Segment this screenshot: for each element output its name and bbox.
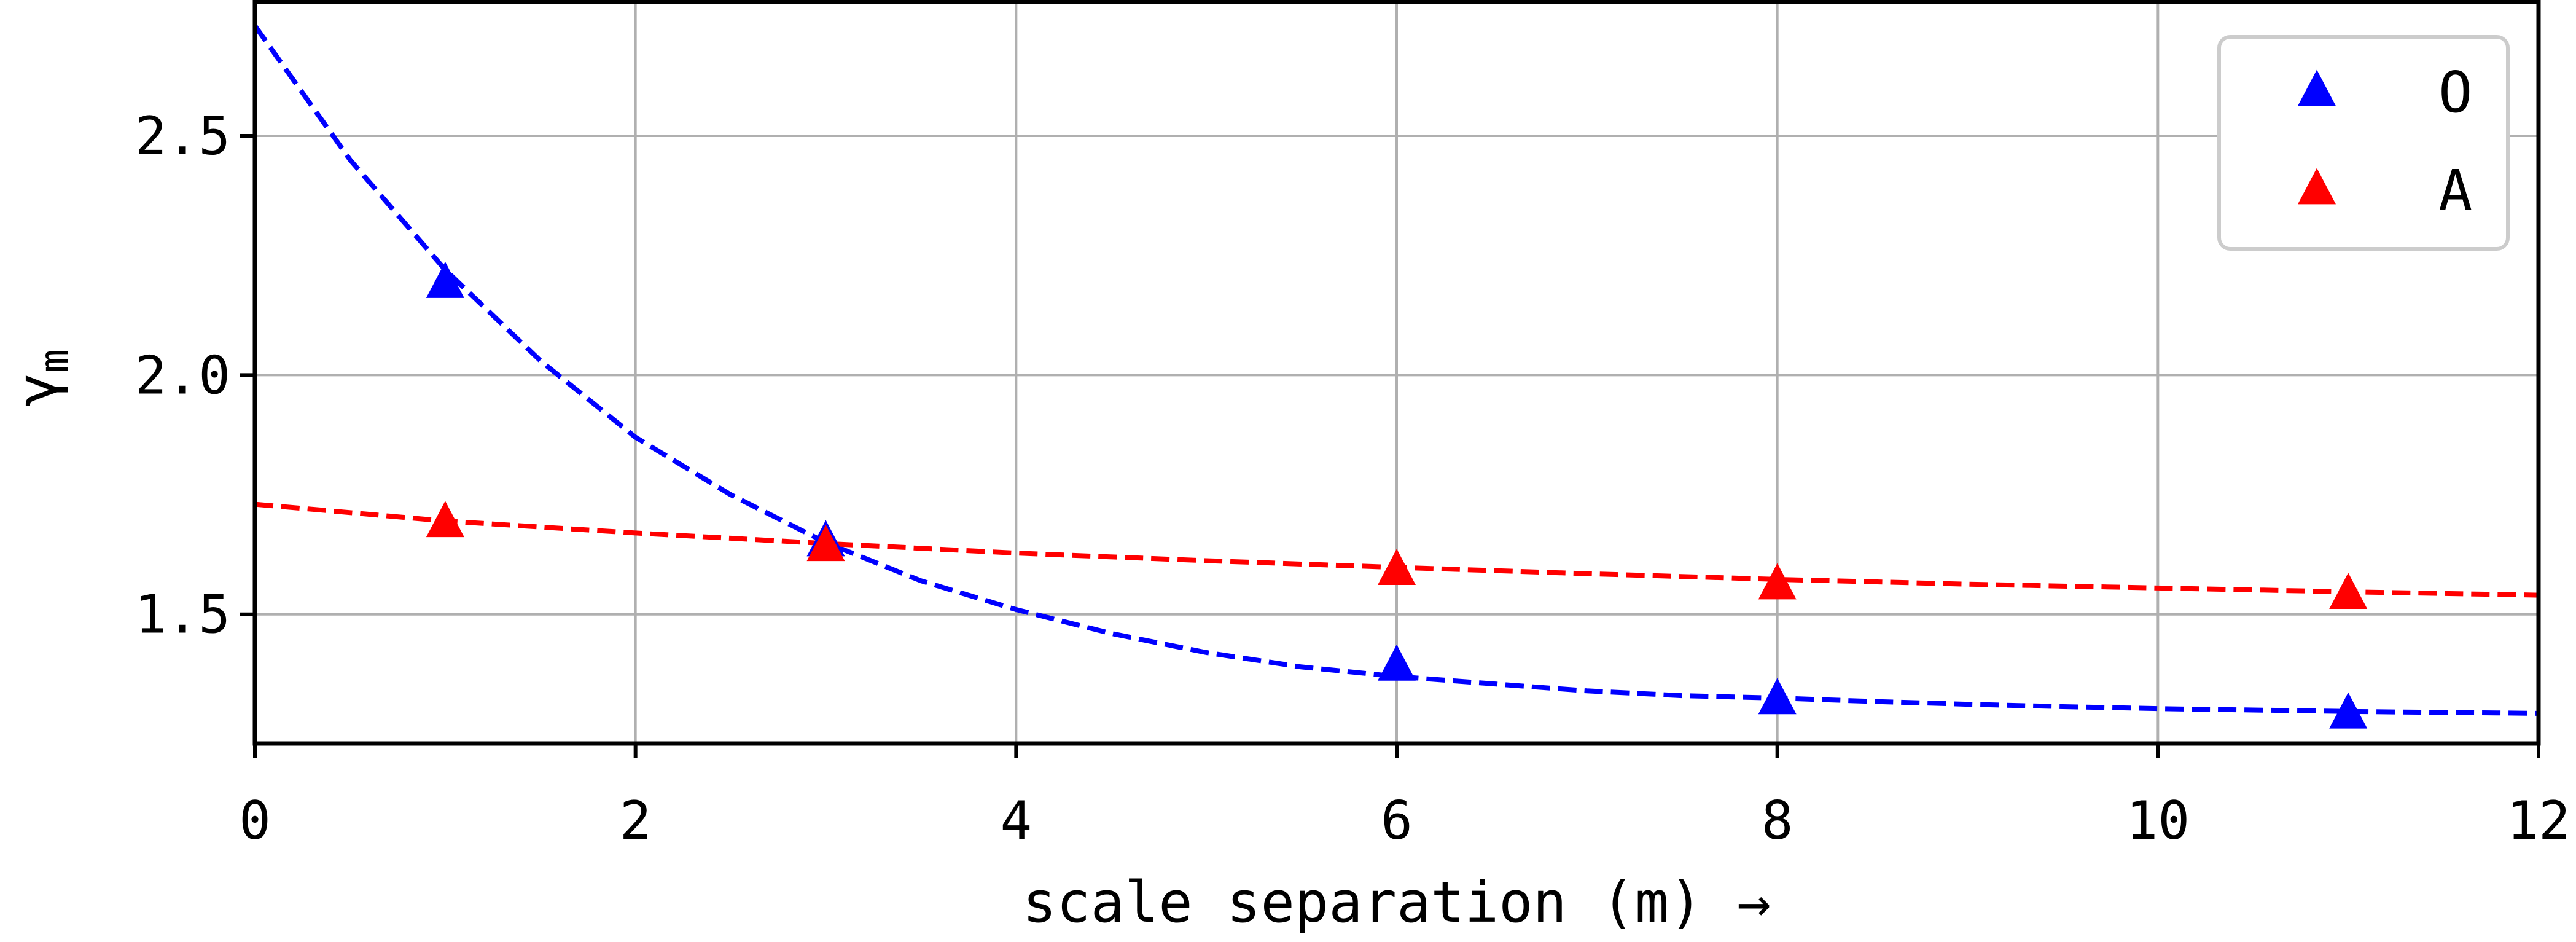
legend-label-O: O (2438, 60, 2472, 125)
y-axis-title-symbol: γ (4, 373, 70, 407)
data-markers (426, 261, 2368, 729)
data-point-A (2329, 573, 2368, 609)
x-tick-label: 12 (2507, 790, 2570, 852)
y-axis-title-subscript: m (32, 349, 77, 373)
grid (254, 2, 2540, 744)
y-tick-label: 2.0 (135, 345, 230, 406)
data-point-O (2329, 692, 2368, 729)
fit-line-O (252, 24, 2539, 716)
legend-entries: OA (2298, 60, 2472, 224)
data-point-O (1758, 678, 1797, 715)
legend-label-A: A (2438, 158, 2472, 224)
x-tick-label: 0 (239, 790, 271, 852)
data-point-O (426, 261, 464, 298)
x-tick-label: 8 (1762, 790, 1793, 852)
y-axis-title: γm (4, 349, 77, 407)
x-tick-label: 10 (2126, 790, 2190, 852)
legend-marker-O (2298, 69, 2336, 106)
x-tick-label: 6 (1381, 790, 1413, 852)
data-point-A (426, 501, 464, 538)
data-point-A (1758, 563, 1797, 600)
y-axis-title-group: γm (4, 349, 77, 407)
data-point-O (1378, 644, 1416, 681)
legend: OA (2217, 35, 2510, 251)
y-tick-label: 2.5 (135, 106, 230, 167)
legend-marker-A (2298, 168, 2336, 205)
y-tick-label: 1.5 (135, 584, 230, 646)
x-tick-label: 4 (1000, 790, 1032, 852)
data-point-A (1378, 549, 1416, 586)
x-axis-title: scale separation (m) → (1023, 869, 1771, 935)
data-point-A (806, 525, 845, 562)
legend-box (2217, 35, 2510, 251)
axis-ticks: 0 2 4 6 8 10 12 1.5 2.0 2.5 (135, 106, 2570, 852)
x-tick-label: 2 (620, 790, 652, 852)
